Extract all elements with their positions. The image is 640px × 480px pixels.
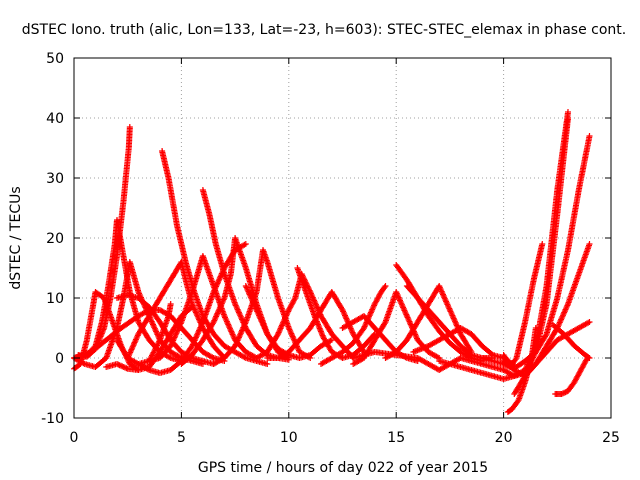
series-30 bbox=[500, 133, 593, 370]
data-point bbox=[381, 320, 388, 327]
x-tick-label: 0 bbox=[70, 430, 79, 446]
data-point bbox=[264, 361, 271, 367]
data-point bbox=[209, 354, 216, 361]
x-tick-label: 20 bbox=[495, 430, 513, 446]
data-point bbox=[126, 124, 133, 130]
series-35 bbox=[552, 355, 591, 397]
y-tick-labels: -10 0 10 20 30 40 50 bbox=[41, 51, 64, 427]
chart-title: dSTEC Iono. truth (alic, Lon=133, Lat=-2… bbox=[22, 22, 626, 38]
data-point bbox=[242, 241, 249, 247]
y-tick-label: 30 bbox=[46, 171, 64, 187]
data-markers bbox=[71, 109, 593, 415]
data-point bbox=[241, 241, 248, 248]
series-11 bbox=[146, 253, 260, 364]
data-point bbox=[382, 283, 389, 289]
y-tick-label: -10 bbox=[41, 411, 64, 427]
data-point bbox=[360, 347, 367, 354]
data-point bbox=[241, 354, 248, 361]
x-tick-labels: 0 5 10 15 20 25 bbox=[70, 430, 620, 446]
y-tick-label: 50 bbox=[46, 51, 64, 67]
y-tick-label: 10 bbox=[46, 291, 64, 307]
data-point bbox=[167, 301, 174, 307]
y-axis-label: dSTEC / TECUs bbox=[8, 186, 24, 289]
data-point bbox=[80, 360, 87, 367]
y-tick-label: 20 bbox=[46, 231, 64, 247]
y-tick-label: 40 bbox=[46, 111, 64, 127]
y-tick-label: 0 bbox=[55, 351, 64, 367]
x-tick-label: 15 bbox=[387, 430, 405, 446]
series-10 bbox=[124, 259, 228, 361]
series-16 bbox=[253, 271, 357, 361]
x-tick-label: 10 bbox=[280, 430, 298, 446]
x-tick-label: 25 bbox=[602, 430, 620, 446]
data-point bbox=[291, 296, 298, 303]
data-point bbox=[381, 284, 388, 291]
series-19 bbox=[318, 283, 389, 367]
x-axis-label: GPS time / hours of day 022 of year 2015 bbox=[198, 460, 488, 476]
x-tick-label: 5 bbox=[177, 430, 186, 446]
